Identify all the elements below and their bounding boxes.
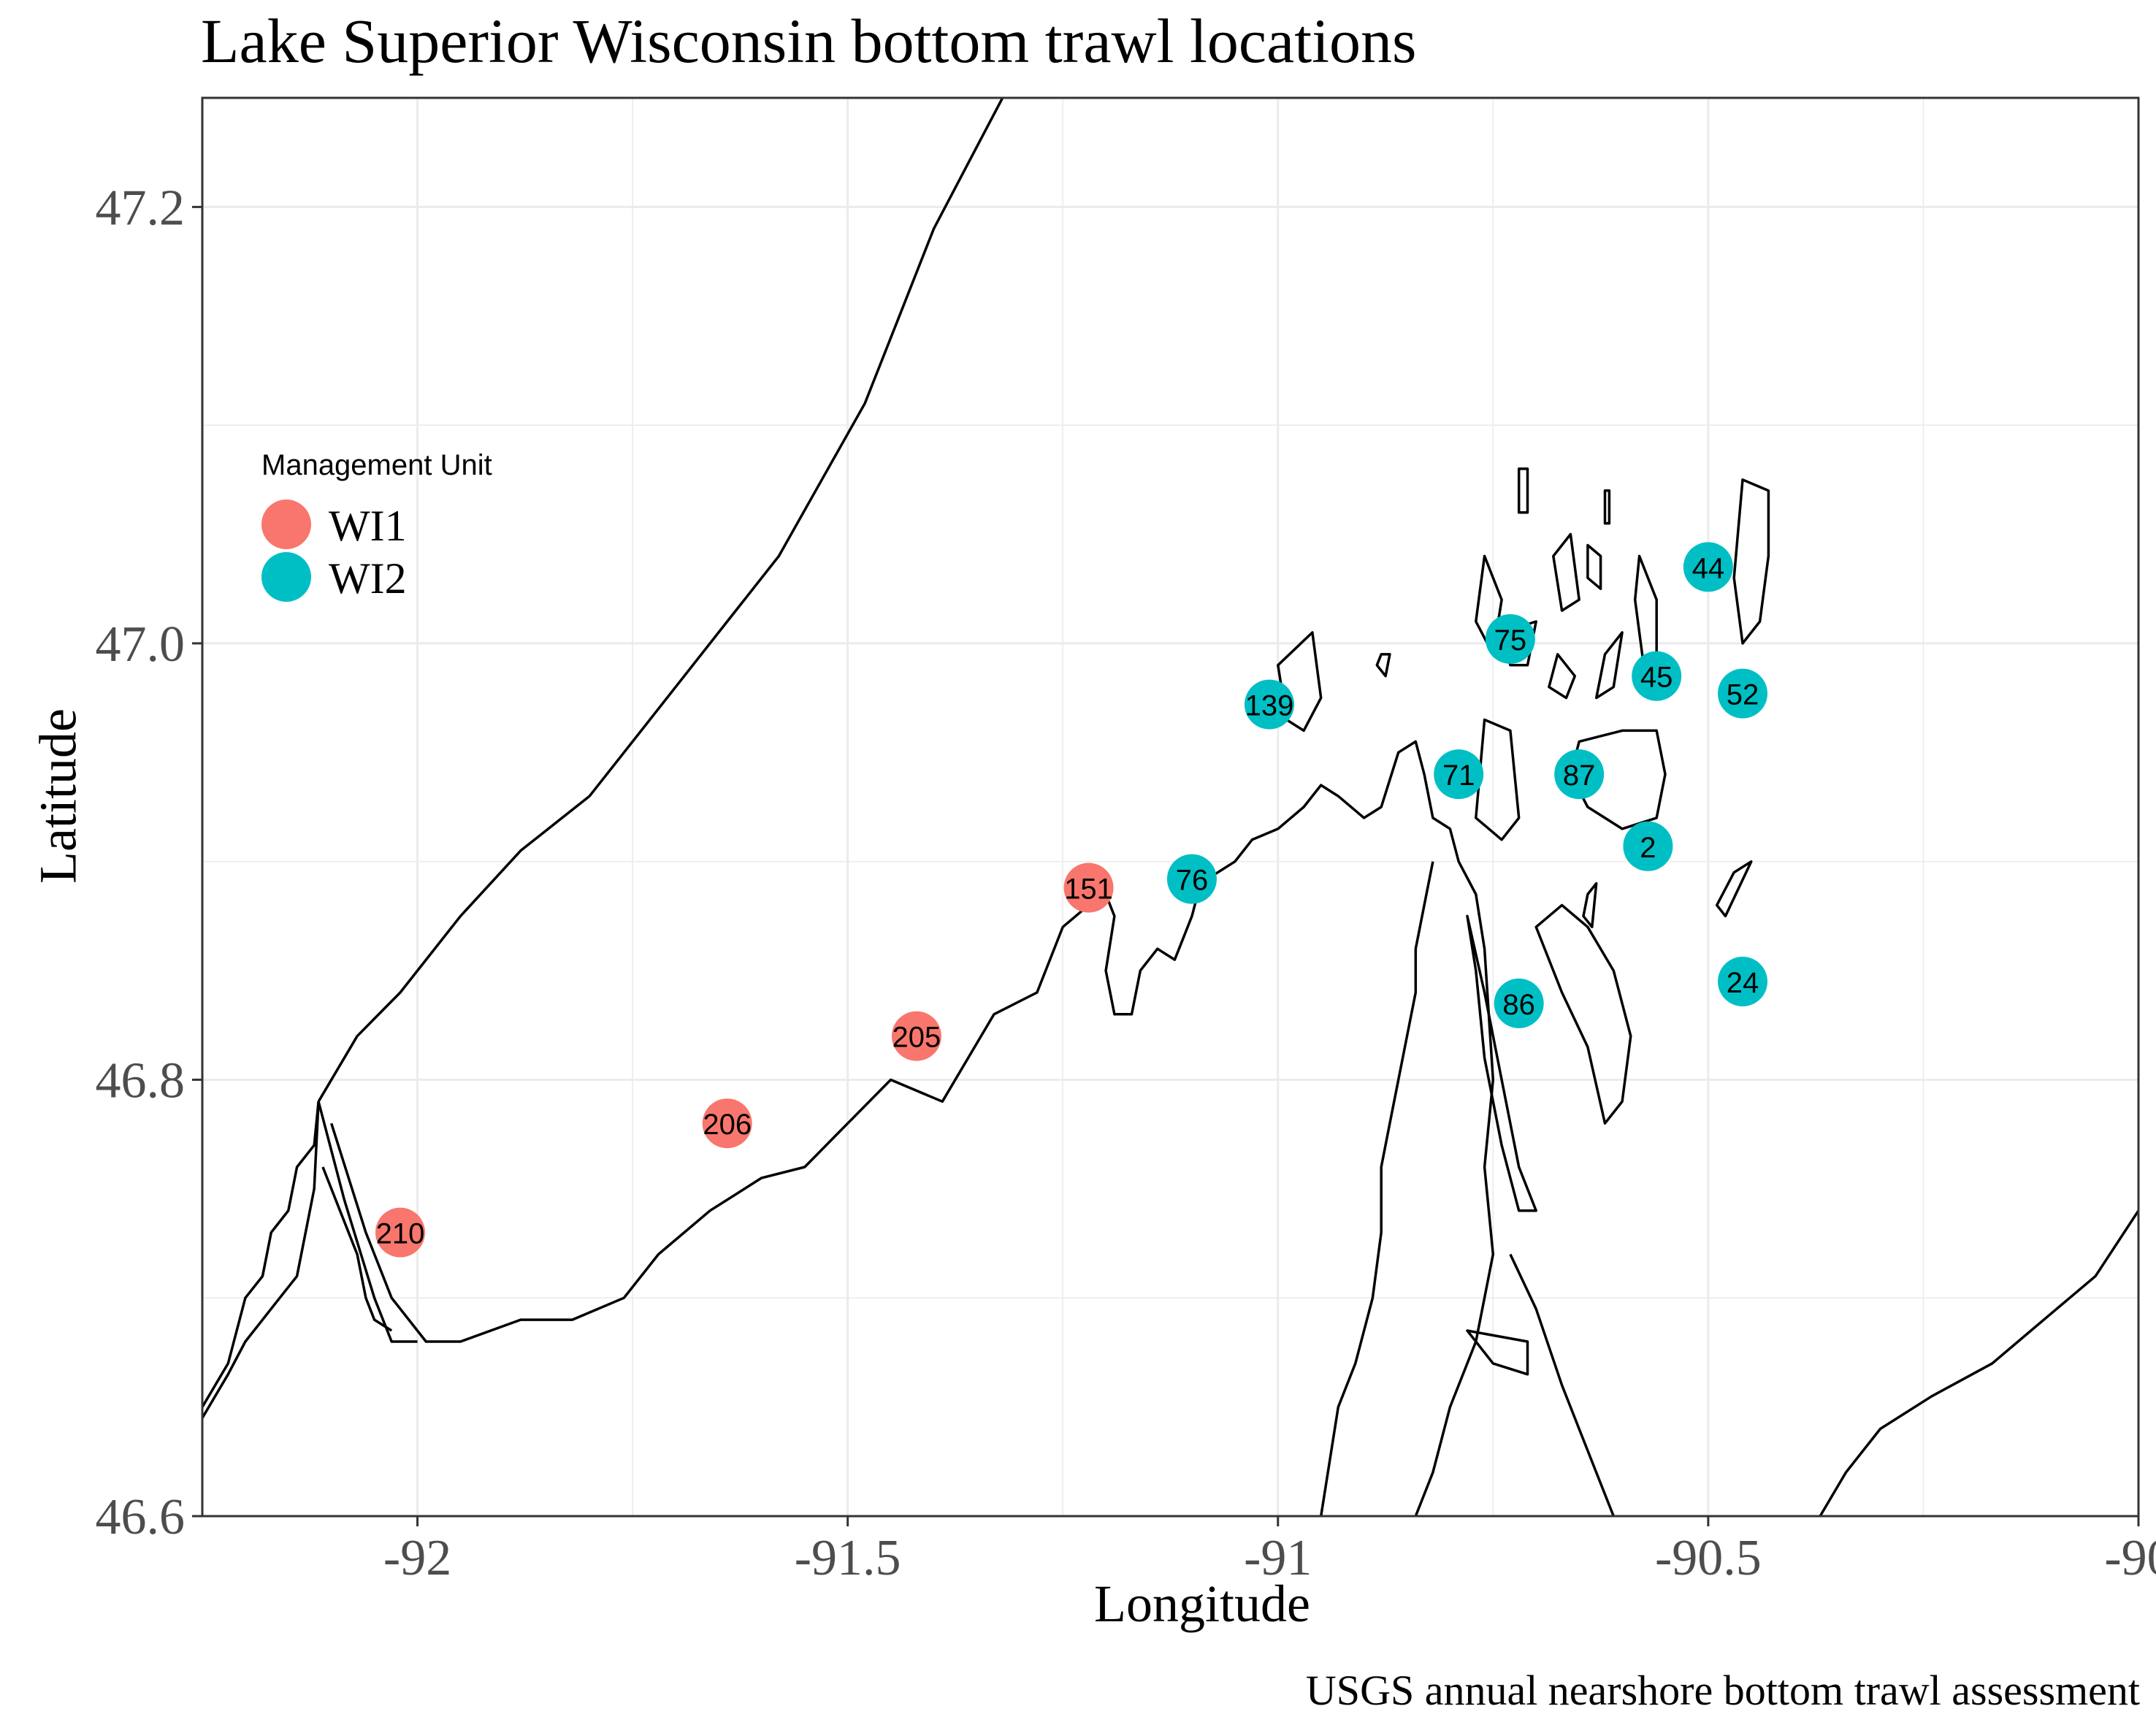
- point-marker: [1063, 862, 1114, 913]
- michigan-island: [1715, 860, 1753, 918]
- north-twin-island: [1603, 489, 1611, 525]
- trawl-point-151: 151: [1063, 862, 1114, 913]
- point-label: 206: [703, 1109, 752, 1141]
- point-marker: [702, 1098, 752, 1149]
- point-marker: [1718, 668, 1768, 719]
- point-marker: [1632, 651, 1682, 701]
- plot-panel-border: [201, 96, 2140, 1518]
- point-label: 210: [376, 1218, 425, 1250]
- point-label: 2: [1640, 832, 1656, 864]
- point-marker: [375, 1207, 425, 1258]
- x-tick-label: -91.5: [795, 1530, 901, 1586]
- basswood-island: [1582, 881, 1598, 929]
- point-label: 87: [1563, 760, 1596, 792]
- point-marker: [1485, 613, 1535, 664]
- rocky-island: [1552, 532, 1580, 612]
- legend-title: Management Unit: [261, 449, 492, 481]
- big-bay-spit: [1466, 1329, 1529, 1376]
- point-marker: [1244, 679, 1294, 730]
- devils-island: [1517, 467, 1529, 514]
- trawl-point-139: 139: [1244, 679, 1294, 730]
- point-marker: [1554, 749, 1605, 800]
- point-label: 76: [1176, 865, 1209, 897]
- trawl-point-2: 2: [1623, 821, 1673, 871]
- x-tick-label: -90.5: [1655, 1530, 1762, 1586]
- trawl-point-210: 210: [375, 1207, 425, 1258]
- trawl-point-205: 205: [891, 1011, 941, 1061]
- outer-island: [1732, 478, 1770, 645]
- grid-lines: [202, 98, 2140, 1518]
- superior-entry: [317, 1101, 418, 1343]
- coastline: [202, 98, 2138, 1516]
- st-louis-bay-2: [202, 1101, 320, 1419]
- x-tick-label: -91: [1244, 1530, 1312, 1586]
- madeline-island: [1534, 903, 1632, 1125]
- x-axis-title: Longitude: [1094, 1575, 1310, 1633]
- trawl-point-24: 24: [1718, 957, 1768, 1007]
- point-label: 86: [1502, 989, 1535, 1021]
- minnesota-north-shore: [317, 98, 1004, 1103]
- oak-island: [1475, 718, 1521, 841]
- x-tick-label: -92: [383, 1530, 451, 1586]
- y-tick-label: 47.2: [96, 180, 186, 236]
- st-louis-bay-1: [202, 1101, 320, 1408]
- wisconsin-south-shore: [330, 740, 1495, 1516]
- montreal-river: [1509, 1253, 1615, 1516]
- legend-label: WI1: [329, 502, 407, 550]
- point-label: 151: [1064, 873, 1113, 906]
- trawl-point-206: 206: [702, 1098, 752, 1149]
- otter-island: [1586, 543, 1602, 590]
- x-tick-label: -90: [2104, 1530, 2156, 1586]
- point-label: 205: [892, 1022, 941, 1054]
- point-label: 24: [1727, 967, 1759, 999]
- legend-item-wi1: WI1: [261, 500, 407, 550]
- michigan-shore: [1819, 1209, 2138, 1516]
- trawl-point-75: 75: [1485, 613, 1535, 664]
- point-label: 45: [1640, 662, 1673, 694]
- trawl-point-87: 87: [1554, 749, 1605, 800]
- trawl-point-76: 76: [1166, 854, 1217, 904]
- trawl-points: 210 206 205 151 76 139 71 75 87 45 44 52 2 86 24: [375, 542, 1768, 1258]
- point-label: 71: [1442, 760, 1475, 792]
- point-marker: [891, 1011, 941, 1061]
- hermit-island: [1548, 653, 1577, 700]
- point-marker: [1623, 821, 1673, 871]
- y-axis-ticks: 46.6 46.8 47.0 47.2: [96, 180, 202, 1545]
- point-marker: [1718, 957, 1768, 1007]
- chequamegon-bay-east-shore: [1319, 861, 1434, 1516]
- point-label: 52: [1727, 679, 1759, 711]
- map-title: Lake Superior Wisconsin bottom trawl loc…: [201, 6, 1417, 76]
- point-marker: [1683, 542, 1733, 592]
- y-axis-title: Latitude: [28, 708, 88, 884]
- point-label: 75: [1494, 624, 1527, 657]
- long-island: [1466, 914, 1537, 1212]
- point-marker: [1494, 978, 1544, 1028]
- ironwood-island: [1594, 631, 1624, 700]
- legend-item-wi2: WI2: [261, 552, 407, 603]
- eagle-island: [1375, 653, 1391, 678]
- trawl-point-44: 44: [1683, 542, 1733, 592]
- trawl-point-45: 45: [1632, 651, 1682, 701]
- st-louis-bay-3: [321, 1166, 393, 1332]
- y-tick-label: 47.0: [96, 616, 186, 673]
- legend-label: WI2: [329, 554, 407, 603]
- x-axis-ticks: -92 -91.5 -91 -90.5 -90: [383, 1516, 2156, 1586]
- trawl-point-52: 52: [1718, 668, 1768, 719]
- legend-key: [261, 552, 311, 602]
- point-label: 44: [1692, 552, 1725, 584]
- point-marker: [1434, 749, 1484, 800]
- y-tick-label: 46.6: [96, 1489, 186, 1545]
- map-caption: USGS annual nearshore bottom trawl asses…: [1305, 1667, 2140, 1714]
- trawl-point-71: 71: [1434, 749, 1484, 800]
- y-tick-label: 46.8: [96, 1052, 186, 1109]
- trawl-point-86: 86: [1494, 978, 1544, 1028]
- point-label: 139: [1245, 690, 1294, 722]
- legend-key: [261, 500, 311, 549]
- point-marker: [1166, 854, 1217, 904]
